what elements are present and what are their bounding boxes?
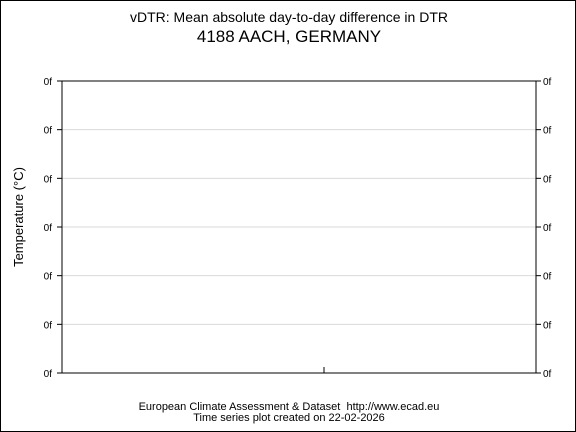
y-tick-label-left: 0f [44,77,53,88]
y-tick-label-right: 0f [543,126,552,137]
y-tick-label-right: 0f [543,369,552,380]
footer-source: European Climate Assessment & Dataset ht… [138,401,440,413]
y-tick-label-left: 0f [44,126,53,137]
y-tick-label-right: 0f [543,320,552,331]
y-tick-label-left: 0f [44,320,53,331]
y-tick-label-right: 0f [543,223,552,234]
y-tick-label-left: 0f [44,369,53,380]
y-tick-label-left: 0f [44,223,53,234]
grid-lines [62,129,536,325]
y-tick-label-right: 0f [543,174,552,185]
y-tick-label-right: 0f [543,77,552,88]
left-y-axis-ticks: 0f 0f 0f 0f 0f 0f 0f [44,77,62,380]
y-tick-label-right: 0f [543,272,552,283]
y-tick-label-left: 0f [44,174,53,185]
y-axis-label: Temperature (°C) [11,167,26,267]
y-tick-label-left: 0f [44,272,53,283]
footer-created: Time series plot created on 22-02-2026 [193,412,385,424]
chart-subtitle: 4188 AACH, GERMANY [196,27,382,46]
right-y-axis-ticks: 0f 0f 0f 0f 0f 0f 0f [536,77,552,380]
chart-title: vDTR: Mean absolute day-to-day differenc… [130,9,448,25]
